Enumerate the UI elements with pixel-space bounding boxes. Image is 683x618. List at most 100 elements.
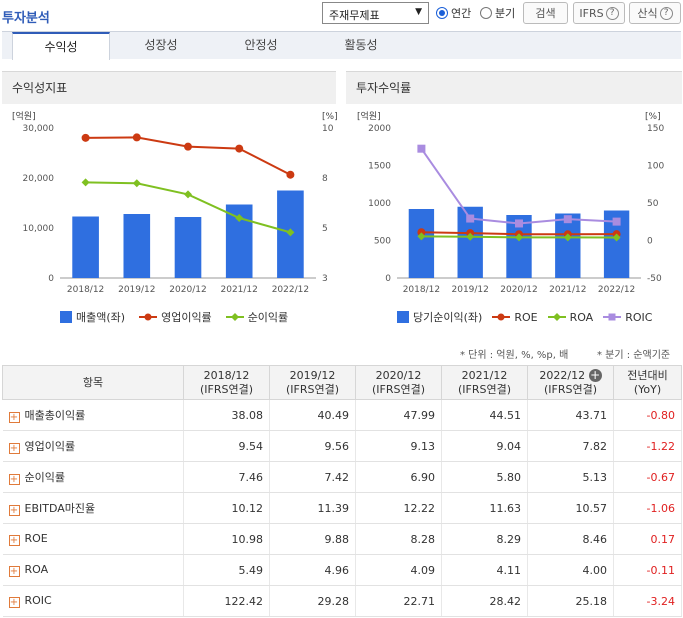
question-icon: ?	[605, 6, 619, 20]
ifrs-button[interactable]: IFRS ?	[573, 2, 625, 24]
radio-annual-indicator[interactable]	[436, 7, 448, 19]
line-marker-icon	[547, 313, 566, 321]
legend-label: 순이익률	[247, 311, 289, 324]
expand-icon[interactable]: +	[8, 566, 20, 577]
y-right-tick-label: 150	[647, 124, 664, 134]
yoy-cell: -1.06	[613, 492, 682, 524]
legend-item[interactable]: 영업이익률	[139, 309, 212, 325]
radio-annual[interactable]: 연간	[436, 5, 471, 21]
point	[81, 178, 90, 187]
y-right-tick-label: 5	[322, 224, 328, 234]
point	[515, 219, 523, 228]
x-tick-label: 2022/12	[272, 285, 309, 295]
formula-button[interactable]: 산식 ?	[629, 2, 681, 24]
expand-icon[interactable]: +	[8, 474, 20, 485]
table-row: + 영업이익률 9.54 9.56 9.13 9.04 7.82 -1.22	[2, 430, 682, 462]
legend-item[interactable]: 순이익률	[225, 309, 289, 325]
expand-icon[interactable]: +	[8, 505, 20, 516]
analysis-tabs: 수익성 성장성 안정성 활동성	[2, 31, 681, 60]
chevron-down-icon: ▼	[415, 7, 422, 17]
line-marker-icon	[603, 313, 622, 321]
row-name-cell[interactable]: + 영업이익률	[2, 430, 184, 462]
table-row: + ROE 10.98 9.88 8.28 8.29 8.46 0.17	[2, 523, 682, 555]
point	[184, 142, 192, 151]
y-right-tick-label: 100	[647, 162, 664, 172]
row-name-cell[interactable]: + ROIC	[2, 585, 184, 617]
value-cell: 40.49	[269, 399, 356, 431]
expand-icon[interactable]: +	[8, 412, 20, 423]
unit-note: * 단위 : 억원, %, %p, 배	[460, 350, 569, 361]
panel-title-roi: 투자수익률	[346, 71, 682, 104]
series-line	[420, 148, 617, 225]
period-date: 2021/12	[461, 368, 508, 382]
tab-growth[interactable]: 성장성	[144, 38, 178, 52]
tab-stability[interactable]: 안정성	[244, 38, 278, 52]
value-cell: 10.57	[527, 492, 614, 524]
expand-icon[interactable]: +	[8, 535, 20, 546]
legend-item[interactable]: 매출액(좌)	[60, 309, 125, 325]
legend-item[interactable]: ROIC	[603, 311, 652, 324]
row-name-cell[interactable]: + ROE	[2, 523, 184, 555]
expand-icon[interactable]: +	[8, 597, 20, 608]
tab-activity[interactable]: 활동성	[344, 38, 378, 52]
yoy-cell: -1.22	[613, 430, 682, 462]
value-cell: 4.09	[355, 554, 442, 586]
value-cell: 22.71	[355, 585, 442, 617]
y-left-tick-label: 1000	[368, 199, 391, 209]
add-column-icon[interactable]: +	[588, 367, 602, 382]
row-name-cell[interactable]: + EBITDA마진율	[2, 492, 184, 524]
yoy-sub: (YoY)	[633, 382, 662, 396]
legend-item[interactable]: ROA	[547, 310, 594, 324]
radio-quarter-indicator[interactable]	[480, 7, 492, 19]
row-name: EBITDA마진율	[24, 502, 96, 515]
radio-annual-label: 연간	[451, 7, 472, 20]
roi-chart: [억원] [%] 2000150010005000150100500-50201…	[357, 110, 664, 295]
period-date: 2022/12	[539, 368, 586, 382]
row-name-cell[interactable]: + 순이익률	[2, 461, 184, 493]
legend-label: 당기순이익(좌)	[413, 311, 483, 324]
legend-item[interactable]: 당기순이익(좌)	[397, 309, 482, 325]
y-left-tick-label: 0	[48, 274, 54, 284]
row-name-cell[interactable]: + ROA	[2, 554, 184, 586]
yoy-cell: -3.24	[613, 585, 682, 617]
legend-label: ROA	[569, 310, 594, 324]
statement-select[interactable]: 주재무제표 ▼	[322, 2, 429, 24]
row-name: 순이익률	[24, 471, 65, 484]
table-header-row: 항목 2018/12 (IFRS연결) 2019/12 (IFRS연결) 2020/…	[2, 365, 682, 400]
legend-label: ROIC	[625, 310, 653, 324]
square-icon	[60, 311, 72, 323]
value-cell: 10.98	[183, 523, 270, 555]
radio-quarter[interactable]: 분기	[480, 5, 515, 21]
value-cell: 9.13	[355, 430, 442, 462]
x-tick-label: 2021/12	[221, 285, 258, 295]
expand-icon[interactable]: +	[8, 443, 20, 454]
value-cell: 28.42	[441, 585, 528, 617]
line-marker-icon	[139, 313, 158, 321]
row-name: ROIC	[24, 594, 52, 607]
y-right-tick-label: 8	[322, 174, 328, 184]
bar	[408, 209, 435, 278]
point	[235, 144, 244, 153]
point	[612, 233, 621, 242]
period-sub: (IFRS연결)	[371, 382, 426, 396]
period-date: 2018/12	[203, 368, 250, 382]
legend-label: 영업이익률	[161, 311, 212, 324]
profitability-table: 항목 2018/12 (IFRS연결) 2019/12 (IFRS연결) 2020/…	[2, 365, 682, 617]
x-tick-label: 2018/12	[67, 285, 104, 295]
value-cell: 12.22	[355, 492, 442, 524]
y-left-tick-label: 500	[374, 237, 391, 247]
value-cell: 7.46	[183, 461, 270, 493]
tab-profitability[interactable]: 수익성	[12, 32, 110, 60]
page-title: 투자분석	[2, 11, 50, 26]
search-button[interactable]: 검색	[523, 2, 568, 24]
y-right-tick-label: 0	[647, 237, 653, 247]
point	[132, 179, 141, 188]
row-name-cell[interactable]: + 매출총이익률	[2, 399, 184, 431]
value-cell: 43.71	[527, 399, 614, 431]
yoy-cell: -0.67	[613, 461, 682, 493]
yoy-cell: -0.80	[613, 399, 682, 431]
point	[515, 233, 523, 242]
value-cell: 9.56	[269, 430, 356, 462]
legend-item[interactable]: ROE	[492, 311, 538, 324]
table-row: + EBITDA마진율 10.12 11.39 12.22 11.63 10.57 -1.06	[2, 492, 682, 524]
